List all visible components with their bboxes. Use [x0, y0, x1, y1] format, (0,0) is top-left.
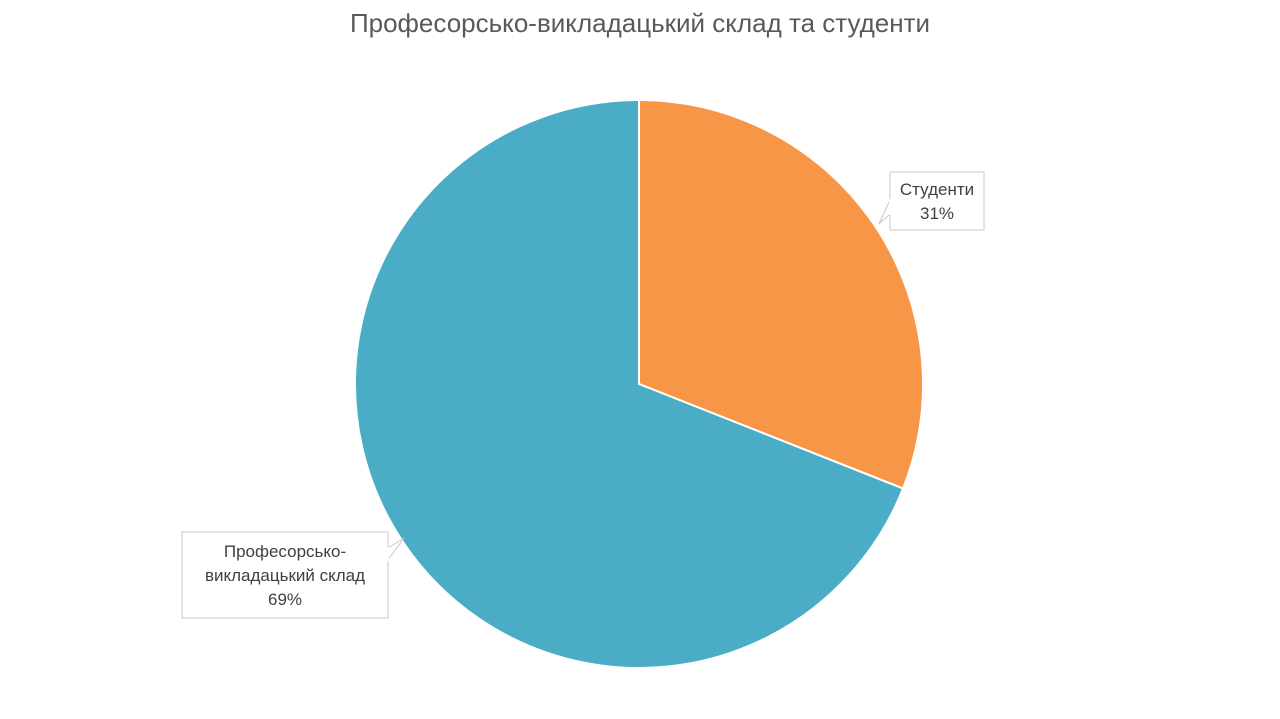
data-label-callout-0: Студенти 31% — [878, 171, 985, 231]
pie-slice-1 — [354, 98, 905, 669]
chart-title: Професорсько-викладацький склад та студе… — [349, 8, 931, 38]
pie-slice-0 — [638, 98, 924, 490]
slice-label-1-line-0: Професорсько- — [224, 542, 346, 561]
data-label-callout-1: Професорсько-викладацький склад 69% — [181, 531, 405, 619]
slice-percent-0: 31% — [920, 204, 954, 223]
slice-label-1-line-1: викладацький склад — [205, 566, 365, 585]
slice-percent-1: 69% — [268, 590, 302, 609]
slice-label-0-line-0: Студенти — [900, 180, 974, 199]
